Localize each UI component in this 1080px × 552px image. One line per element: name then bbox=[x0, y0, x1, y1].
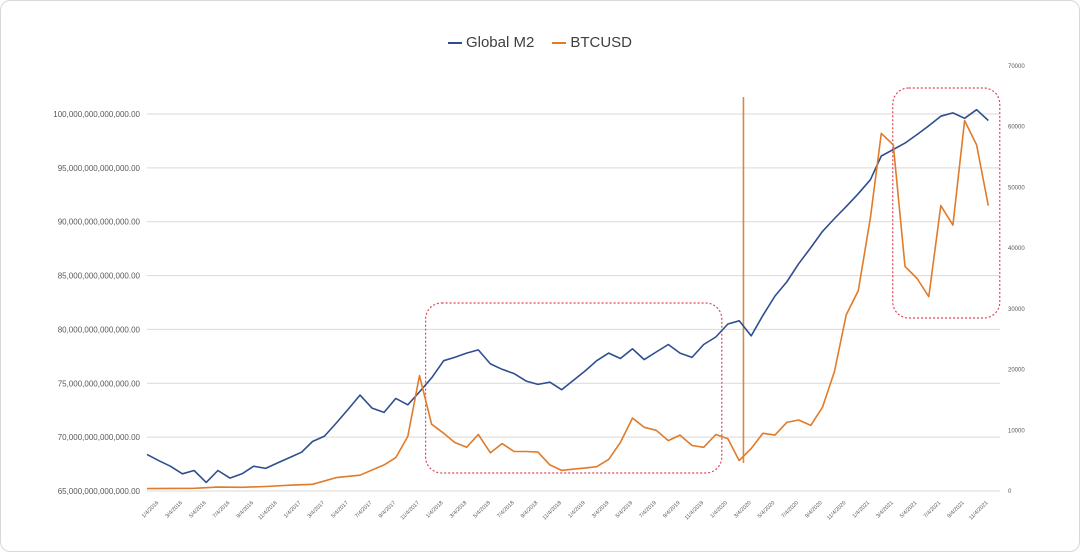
x-axis-tick-label: 5/4/2016 bbox=[188, 500, 207, 519]
x-axis-tick-label: 7/4/2020 bbox=[781, 500, 800, 519]
highlight-box bbox=[424, 302, 723, 474]
x-axis-tick-label: 5/4/2020 bbox=[757, 500, 776, 519]
x-axis-tick-label: 3/4/2020 bbox=[733, 500, 752, 519]
highlight-box bbox=[892, 87, 1001, 319]
x-axis-tick-label: 1/4/2019 bbox=[567, 500, 586, 519]
y-axis-right-tick-label: 30000 bbox=[1008, 307, 1025, 313]
legend-label-global-m2: Global M2 bbox=[465, 34, 535, 51]
x-axis-tick-label: 1/4/2021 bbox=[852, 500, 871, 519]
x-axis-tick-label: 9/4/2017 bbox=[378, 500, 397, 519]
x-axis-tick-label: 11/4/2018 bbox=[542, 500, 563, 521]
y-axis-right-tick-label: 20000 bbox=[1008, 368, 1025, 374]
x-axis-tick-label: 7/4/2019 bbox=[638, 500, 657, 519]
y-axis-left-tick-label: 65,000,000,000,000.00 bbox=[58, 487, 141, 496]
legend-item-global-m2: Global M2 bbox=[447, 34, 535, 51]
x-axis-tick-label: 1/4/2020 bbox=[710, 500, 729, 519]
legend-swatch-btcusd bbox=[552, 41, 567, 44]
x-axis-tick-label: 1/4/2017 bbox=[283, 500, 302, 519]
x-axis-tick-label: 1/4/2018 bbox=[425, 500, 444, 519]
x-axis-tick-label: 3/4/2021 bbox=[875, 500, 894, 519]
x-axis-tick-label: 5/4/2019 bbox=[615, 500, 634, 519]
y-axis-left-tick-label: 70,000,000,000,000.00 bbox=[58, 433, 141, 442]
y-axis-right-tick-label: 0 bbox=[1008, 489, 1012, 495]
x-axis-tick-label: 9/4/2018 bbox=[520, 500, 539, 519]
x-axis-tick-label: 7/4/2017 bbox=[354, 500, 373, 519]
x-axis-tick-label: 7/4/2021 bbox=[923, 500, 942, 519]
x-axis-tick-label: 3/4/2019 bbox=[591, 500, 610, 519]
y-axis-left-tick-label: 95,000,000,000,000.00 bbox=[58, 164, 141, 173]
x-axis-tick-label: 11/4/2019 bbox=[684, 500, 705, 521]
series-global-m2-line bbox=[146, 108, 989, 484]
x-axis-tick-label: 9/4/2019 bbox=[662, 500, 681, 519]
y-axis-right-tick-label: 10000 bbox=[1008, 428, 1025, 434]
legend-swatch-global-m2 bbox=[447, 41, 462, 44]
x-axis-tick-label: 7/4/2018 bbox=[496, 500, 515, 519]
x-axis-tick-label: 3/4/2018 bbox=[449, 500, 468, 519]
x-axis-tick-label: 3/4/2016 bbox=[165, 500, 184, 519]
y-axis-right-tick-label: 40000 bbox=[1008, 246, 1025, 252]
y-axis-right-tick-label: 60000 bbox=[1008, 125, 1025, 131]
x-axis-tick-label: 11/4/2020 bbox=[826, 500, 847, 521]
x-axis-tick-label: 11/4/2016 bbox=[257, 500, 278, 521]
y-axis-left-tick-label: 90,000,000,000,000.00 bbox=[58, 218, 141, 227]
x-axis-tick-label: 9/4/2016 bbox=[236, 500, 255, 519]
y-axis-left-tick-label: 100,000,000,000,000.00 bbox=[53, 110, 140, 119]
x-axis-tick-label: 11/4/2017 bbox=[400, 500, 421, 521]
y-axis-right-tick-label: 50000 bbox=[1008, 185, 1025, 191]
x-axis-tick-label: 3/4/2017 bbox=[307, 500, 326, 519]
x-axis-tick-label: 9/4/2021 bbox=[946, 500, 965, 519]
x-axis-tick-label: 1/4/2016 bbox=[141, 500, 160, 519]
y-axis-right-tick-label: 70000 bbox=[1008, 64, 1025, 70]
chart-legend: Global M2 BTCUSD bbox=[0, 34, 1080, 51]
x-axis-tick-label: 5/4/2021 bbox=[899, 500, 918, 519]
y-axis-left-tick-label: 85,000,000,000,000.00 bbox=[58, 272, 141, 281]
legend-item-btcusd: BTCUSD bbox=[552, 34, 632, 51]
x-axis-tick-label: 5/4/2018 bbox=[473, 500, 492, 519]
series-btcusd-line bbox=[146, 119, 990, 490]
x-axis-tick-label: 9/4/2020 bbox=[804, 500, 823, 519]
x-axis-tick-label: 5/4/2017 bbox=[330, 500, 349, 519]
y-axis-left-tick-label: 80,000,000,000,000.00 bbox=[58, 325, 141, 334]
x-axis-tick-label: 11/4/2021 bbox=[968, 500, 989, 521]
y-axis-left-tick-label: 75,000,000,000,000.00 bbox=[58, 379, 141, 388]
x-axis-tick-label: 7/4/2016 bbox=[212, 500, 231, 519]
legend-label-btcusd: BTCUSD bbox=[570, 34, 633, 51]
